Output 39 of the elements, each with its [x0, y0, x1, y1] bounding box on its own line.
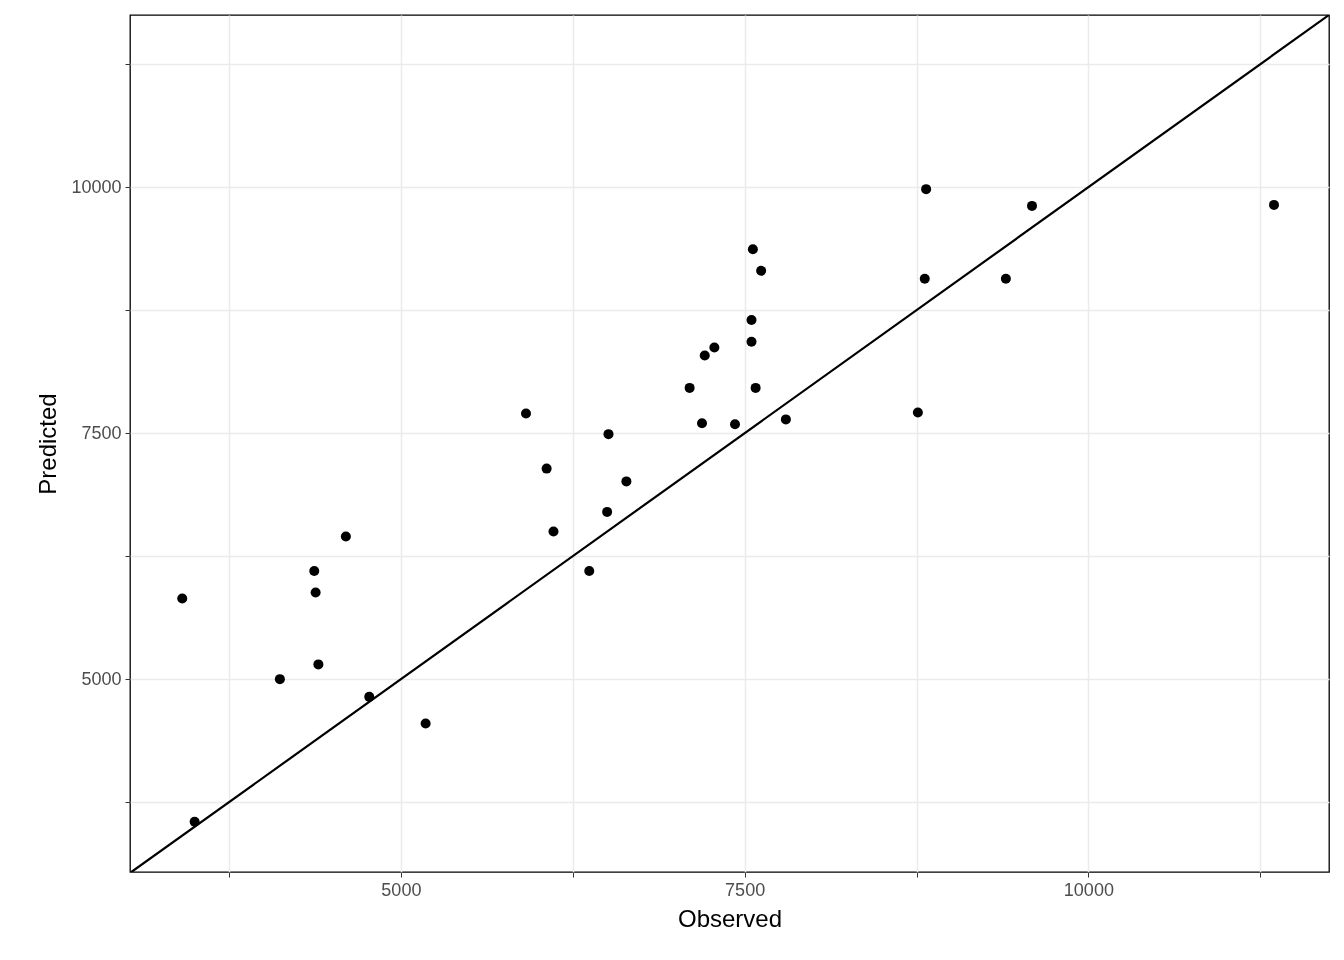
point [699, 350, 710, 361]
x-axis-title: Observed [677, 904, 783, 932]
point [621, 476, 632, 487]
y-axis-title: Predicted [34, 393, 62, 495]
point [177, 593, 188, 604]
point [340, 531, 351, 542]
point [921, 184, 932, 195]
point [603, 429, 614, 440]
point [709, 342, 720, 353]
point [420, 718, 431, 729]
point [541, 463, 552, 474]
point [747, 244, 758, 255]
point [912, 407, 923, 418]
point [684, 382, 695, 393]
point [602, 506, 613, 517]
y-tick-label: 5000 [81, 668, 122, 689]
point [780, 414, 791, 425]
point [309, 565, 320, 576]
point [310, 587, 321, 598]
point [584, 565, 595, 576]
point [756, 265, 767, 276]
x-tick-label: 7500 [725, 879, 766, 900]
point [521, 408, 531, 419]
x-tick-label: 5000 [381, 879, 422, 900]
point [1269, 199, 1279, 210]
y-tick-label: 10000 [71, 176, 122, 197]
x-tick-label: 10000 [1063, 879, 1114, 900]
point [919, 273, 930, 284]
point [1000, 273, 1011, 284]
point [313, 659, 324, 670]
y-tick-label: 7500 [81, 422, 122, 443]
point [750, 382, 761, 393]
point [1027, 200, 1037, 211]
point [746, 336, 757, 347]
point [697, 418, 707, 429]
point [746, 315, 757, 326]
point [548, 526, 559, 537]
point [730, 419, 740, 430]
point [274, 674, 285, 685]
